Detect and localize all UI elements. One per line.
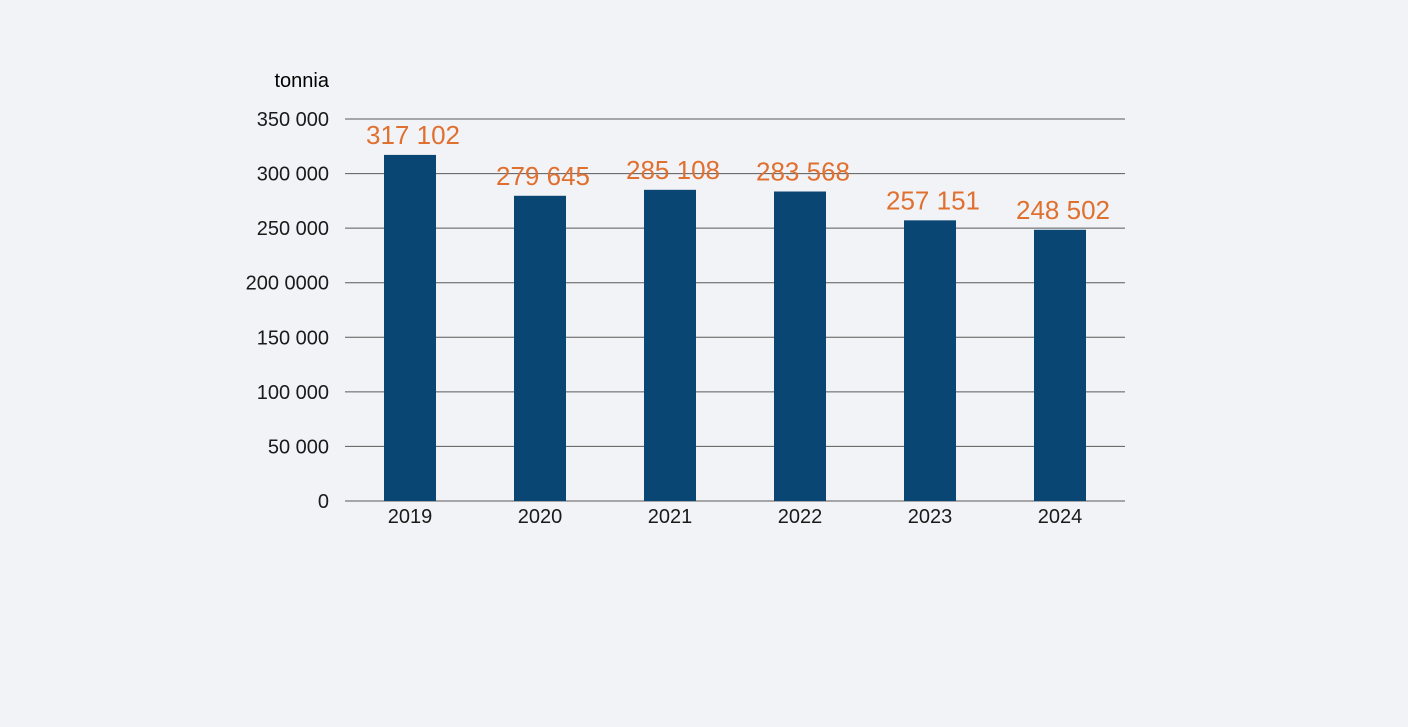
bar: [644, 189, 696, 501]
y-tick-label: 150 000: [257, 327, 329, 349]
bars: [384, 154, 1086, 501]
x-tick-label: 2022: [778, 506, 823, 528]
bar: [1034, 229, 1086, 501]
x-tick-label: 2023: [908, 506, 953, 528]
x-tick-label: 2024: [1038, 506, 1083, 528]
bar: [774, 191, 826, 501]
data-label: 257 151: [886, 185, 980, 215]
bar: [904, 220, 956, 501]
y-axis-unit-label: tonnia: [275, 70, 330, 92]
x-tick-label: 2020: [518, 506, 563, 528]
x-tick-label: 2019: [388, 506, 433, 528]
y-tick-label: 50 000: [268, 436, 329, 458]
y-tick-label: 250 000: [257, 218, 329, 240]
data-labels: 317 102 279 645 285 108 283 568 257 151 248 5…: [366, 120, 1110, 225]
data-label: 317 102: [366, 120, 460, 150]
y-tick-label: 350 000: [257, 109, 329, 131]
x-axis-ticks: 2019 2020 2021 2022 2023 2024: [388, 506, 1083, 528]
gridlines: [345, 118, 1125, 502]
y-axis-ticks: 0 50 000 100 000 150 000 200 0000 250 000 300 …: [246, 109, 329, 513]
data-label: 248 502: [1016, 195, 1110, 225]
y-tick-label: 300 000: [257, 164, 329, 186]
bar: [384, 154, 436, 501]
data-label: 283 568: [756, 157, 850, 187]
y-tick-label: 200 0000: [246, 273, 329, 295]
x-tick-label: 2021: [648, 506, 693, 528]
data-label: 285 108: [626, 155, 720, 185]
y-tick-label: 100 000: [257, 382, 329, 404]
data-label: 279 645: [496, 161, 590, 191]
bar: [514, 195, 566, 501]
y-tick-label: 0: [318, 491, 329, 513]
